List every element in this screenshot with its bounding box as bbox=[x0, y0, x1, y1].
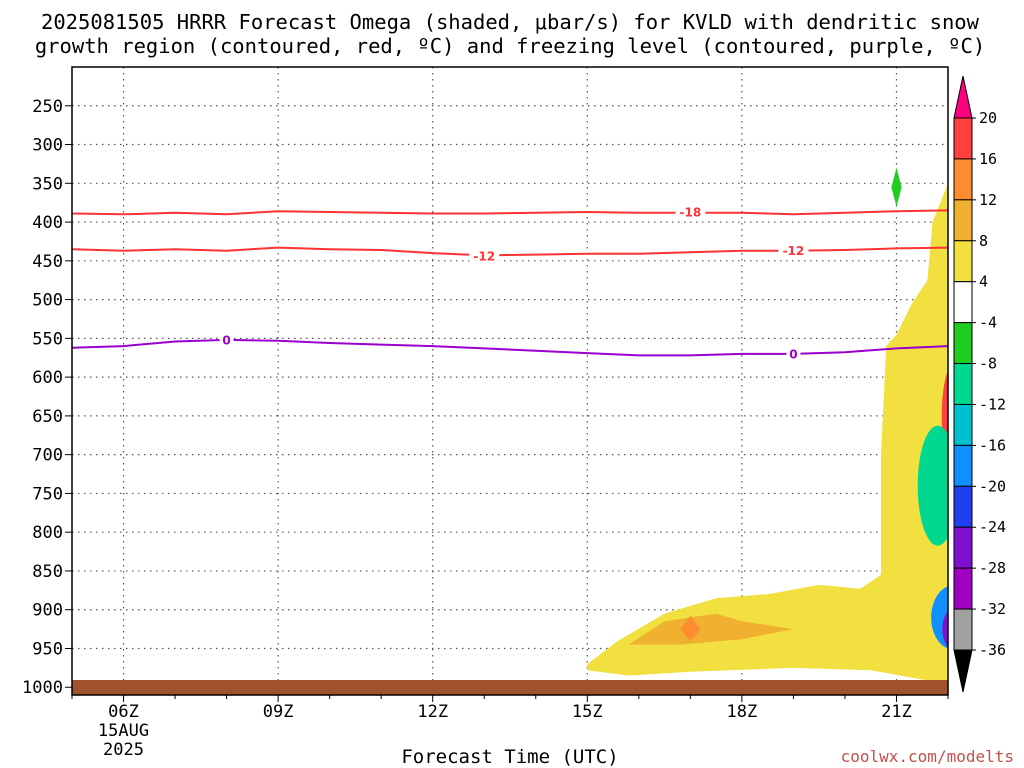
colorbar-box bbox=[953, 444, 973, 487]
contour-label: -12 bbox=[783, 244, 805, 258]
y-tick-label: 850 bbox=[32, 562, 63, 582]
x-tick-label: 09Z bbox=[263, 702, 294, 722]
x-tick-label: 21Z bbox=[881, 702, 912, 722]
colorbar-label: 16 bbox=[979, 150, 997, 168]
colorbar-box bbox=[953, 403, 973, 446]
plot-frame bbox=[71, 66, 949, 696]
colorbar-box bbox=[953, 322, 973, 365]
y-tick-label: 350 bbox=[32, 174, 63, 194]
omega-region bbox=[628, 613, 794, 645]
y-tick-label: 900 bbox=[32, 601, 63, 621]
colorbar-box bbox=[953, 526, 973, 569]
colorbar-label: -4 bbox=[979, 314, 997, 332]
y-tick-label: 700 bbox=[32, 446, 63, 466]
colorbar-box bbox=[953, 240, 973, 283]
omega-shading bbox=[587, 167, 948, 684]
x-axis-title: Forecast Time (UTC) bbox=[401, 746, 618, 768]
contour-label-bg bbox=[675, 204, 706, 219]
colorbar-box bbox=[953, 567, 973, 610]
colorbar-box bbox=[953, 608, 973, 651]
colorbar: 20 16 12 8 4 -4 -8 -12 -16 -20 -24 -28 -32 -36 bbox=[953, 75, 1006, 693]
ground-surface bbox=[72, 680, 948, 695]
y-tick-label: 800 bbox=[32, 523, 63, 543]
chart-title-line2: growth region (contoured, red, ºC) and f… bbox=[35, 34, 985, 58]
contour-line bbox=[72, 209, 948, 216]
x-date-year: 2025 bbox=[103, 740, 144, 760]
y-tick-label: 950 bbox=[32, 639, 63, 659]
y-tick-label: 300 bbox=[32, 136, 63, 156]
x-tick-label: 18Z bbox=[727, 702, 758, 722]
contour-line bbox=[72, 338, 948, 357]
omega-region bbox=[680, 615, 701, 641]
y-tick-label: 450 bbox=[32, 252, 63, 272]
colorbar-label: -36 bbox=[979, 641, 1006, 659]
y-tick-label: 250 bbox=[32, 97, 63, 117]
colorbar-bottom-arrow bbox=[953, 649, 973, 693]
colorbar-label: 4 bbox=[979, 273, 988, 291]
colorbar-label: 20 bbox=[979, 109, 997, 127]
colorbar-box bbox=[953, 485, 973, 528]
y-tick-label: 400 bbox=[32, 213, 63, 233]
y-tick-label: 550 bbox=[32, 329, 63, 349]
colorbar-label: -32 bbox=[979, 600, 1006, 618]
colorbar-box bbox=[953, 158, 973, 201]
colorbar-label: 8 bbox=[979, 232, 988, 250]
pressure-axis: 250 300 350 400 450 500 550 600 650 700 750 800 850 9… bbox=[22, 97, 72, 698]
colorbar-box bbox=[953, 117, 973, 160]
y-tick-label: 600 bbox=[32, 368, 63, 388]
y-tick-label: 650 bbox=[32, 407, 63, 427]
colorbar-label: -12 bbox=[979, 395, 1006, 413]
omega-region bbox=[587, 183, 948, 684]
x-tick-label: 12Z bbox=[417, 702, 448, 722]
omega-region bbox=[891, 167, 902, 207]
colorbar-box bbox=[953, 363, 973, 405]
y-tick-label: 750 bbox=[32, 484, 63, 504]
contour-label: 0 bbox=[789, 347, 797, 361]
x-tick-label: 15Z bbox=[572, 702, 603, 722]
y-tick-label: 500 bbox=[32, 291, 63, 311]
chart-title-line1: 2025081505 HRRR Forecast Omega (shaded, … bbox=[41, 10, 980, 34]
contour-label-bg bbox=[778, 243, 809, 258]
omega-region bbox=[917, 425, 948, 546]
x-tick-label: 06Z bbox=[108, 702, 139, 722]
colorbar-label: -16 bbox=[979, 436, 1006, 454]
colorbar-box bbox=[953, 281, 973, 324]
contour-label-bg bbox=[219, 332, 234, 347]
colorbar-label: -28 bbox=[979, 559, 1006, 577]
credit-text: coolwx.com/modelts bbox=[841, 747, 1014, 766]
omega-region bbox=[942, 610, 948, 648]
contour-label-bg bbox=[786, 346, 801, 361]
colorbar-label: -20 bbox=[979, 477, 1006, 495]
colorbar-label: -24 bbox=[979, 518, 1006, 536]
colorbar-top-arrow bbox=[953, 75, 973, 119]
temperature-contours: -18 -12 -12 0 0 bbox=[72, 204, 948, 361]
contour-label-bg bbox=[469, 249, 500, 264]
contour-label: -12 bbox=[473, 250, 495, 264]
contour-label: 0 bbox=[222, 333, 230, 347]
x-date-day: 15AUG bbox=[98, 721, 149, 741]
contour-label: -18 bbox=[680, 205, 702, 219]
colorbar-label: 12 bbox=[979, 191, 997, 209]
colorbar-box bbox=[953, 199, 973, 242]
colorbar-label: -8 bbox=[979, 355, 997, 373]
y-tick-label: 1000 bbox=[22, 678, 63, 698]
